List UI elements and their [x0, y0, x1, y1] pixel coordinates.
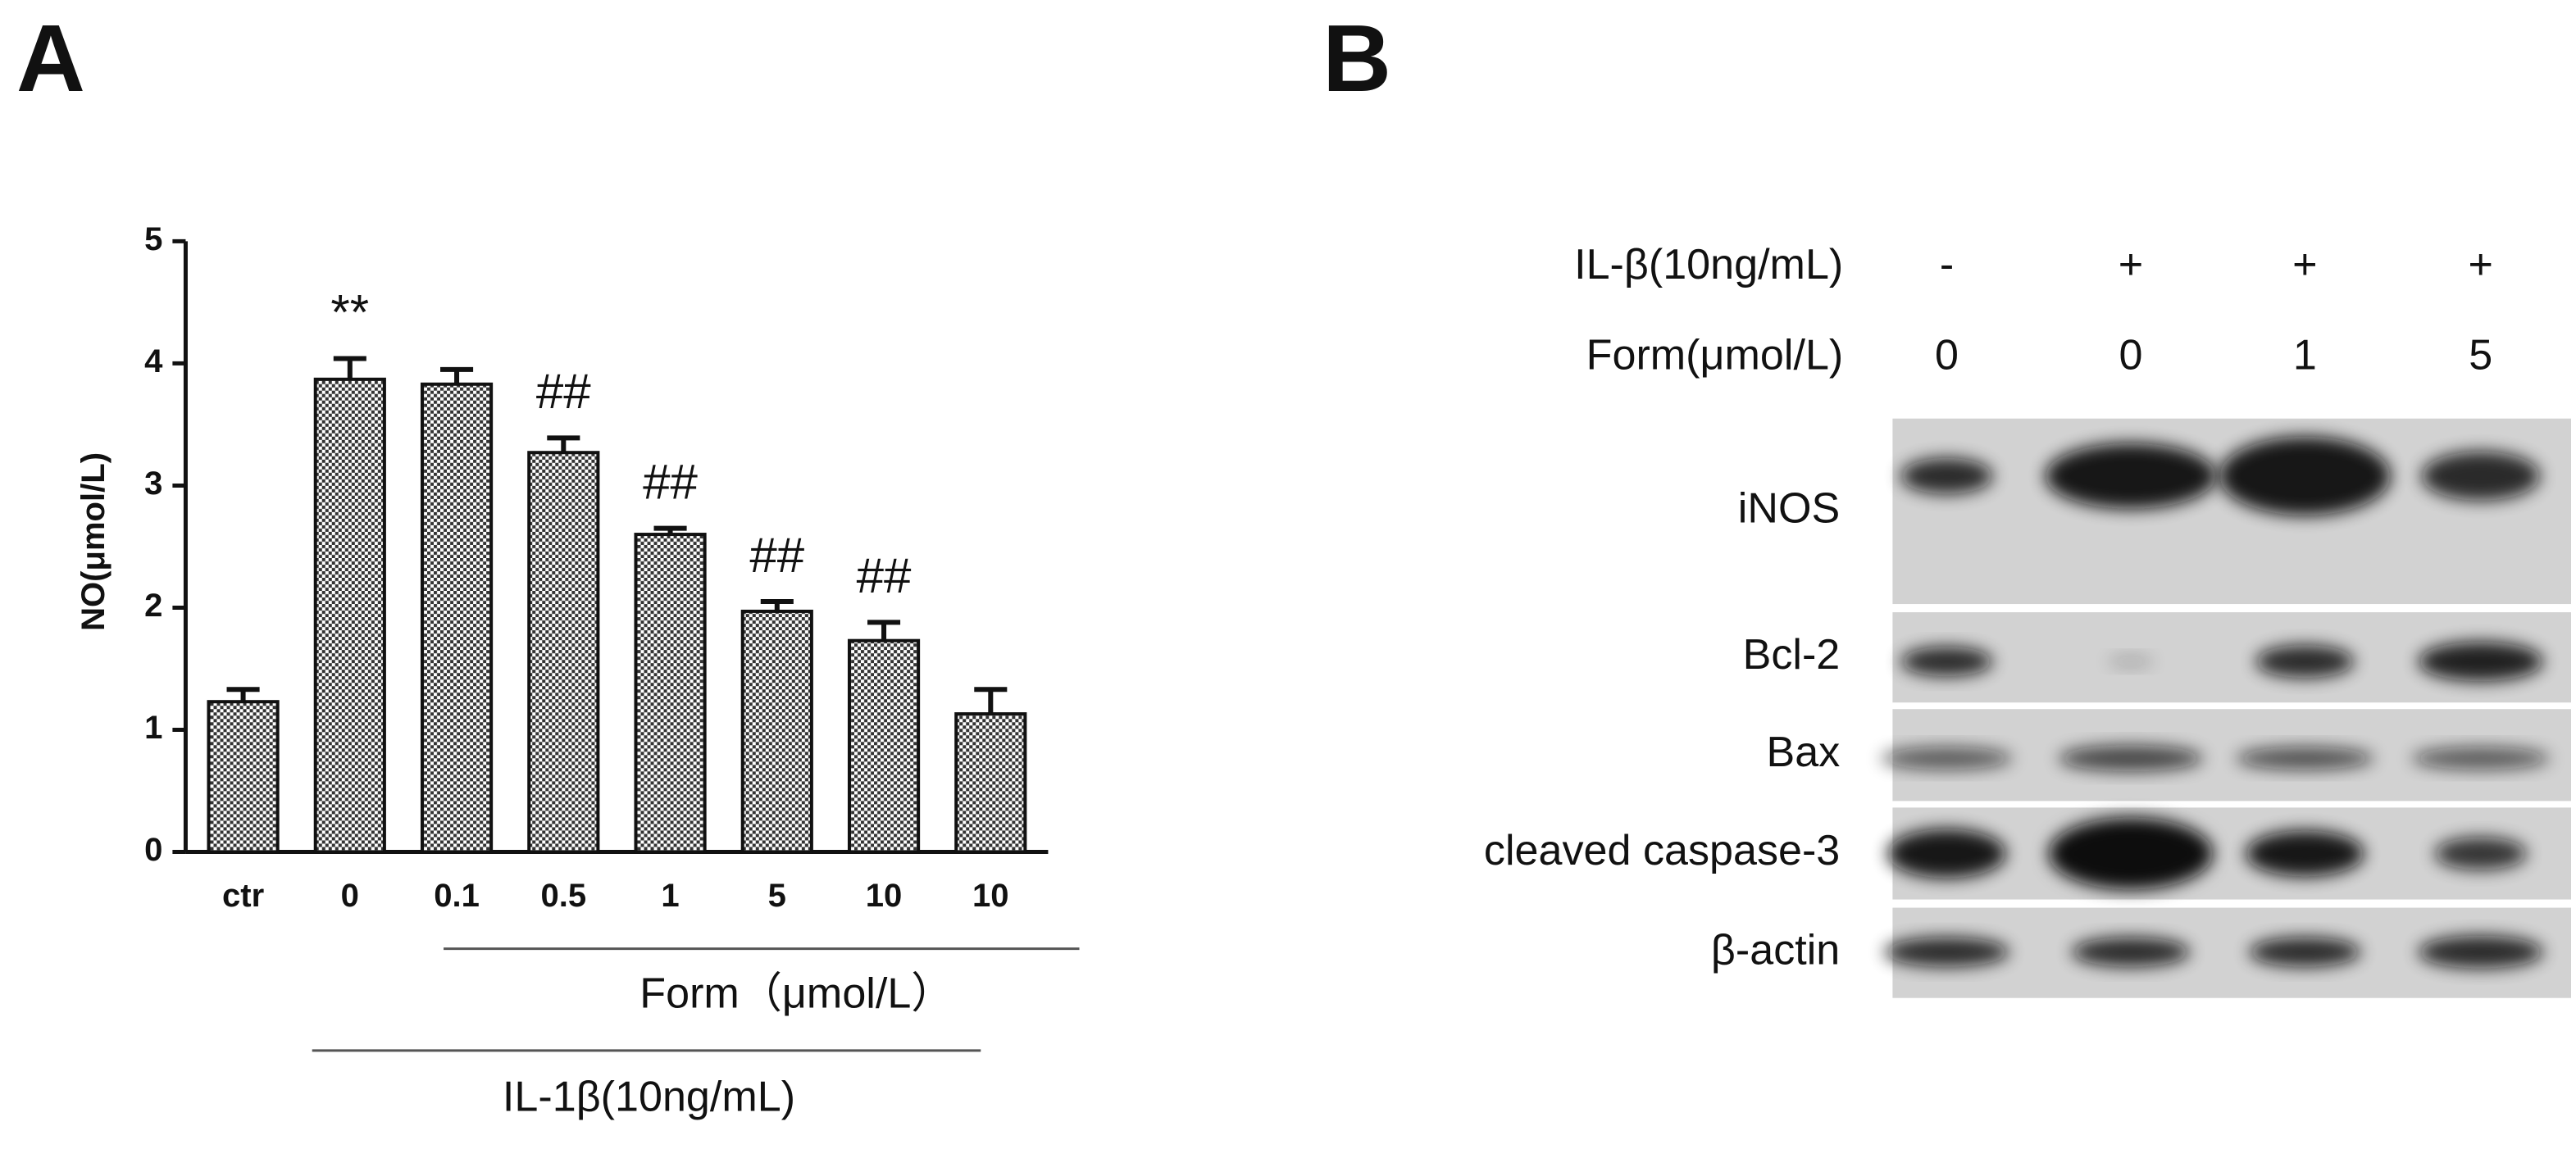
- significance-label: ##: [643, 454, 698, 509]
- significance-label: ##: [536, 364, 591, 419]
- x-tick-label: 10: [866, 878, 903, 914]
- blot-band: [2045, 443, 2217, 509]
- blot-band: [2107, 655, 2155, 669]
- bar: [207, 700, 280, 854]
- bar: [740, 609, 813, 854]
- blot-band: [2246, 830, 2364, 877]
- blot-band: [2418, 935, 2543, 969]
- condition-value: +: [2119, 241, 2143, 288]
- blot-band: [2236, 747, 2374, 770]
- error-bar: [867, 620, 901, 641]
- blot-band: [2048, 817, 2214, 890]
- x-tick-label: 10: [972, 878, 1009, 914]
- condition-value: 0: [1935, 331, 1959, 379]
- y-axis-label: NO(μmol/L): [75, 452, 112, 631]
- panel-label: B: [1322, 5, 1391, 111]
- band-label: iNOS: [1738, 485, 1840, 533]
- condition-value: +: [2469, 241, 2493, 288]
- blot-band: [1887, 829, 2006, 879]
- bar: [847, 638, 921, 854]
- error-bar: [226, 687, 260, 702]
- blot-band: [2071, 937, 2191, 967]
- band-label: cleaved caspase-3: [1484, 827, 1840, 874]
- error-bar: [653, 525, 687, 535]
- blot-band: [1881, 747, 2013, 770]
- error-bar: [333, 356, 366, 379]
- band-label: β-actin: [1711, 926, 1840, 974]
- condition-value: -: [1940, 241, 1954, 288]
- significance-label: **: [330, 284, 369, 339]
- panel-label: A: [16, 5, 85, 111]
- bar: [313, 377, 386, 854]
- error-bar: [440, 366, 474, 384]
- condition-value: +: [2292, 241, 2317, 288]
- x-tick-label: ctr: [222, 878, 264, 914]
- blot-band: [2255, 645, 2355, 679]
- condition-label: Form(μmol/L): [1586, 331, 1844, 379]
- y-tick-label: 2: [144, 588, 162, 624]
- y-tick-label: 4: [144, 343, 163, 379]
- blot-band: [1900, 457, 1993, 494]
- error-bar: [760, 599, 794, 611]
- blot-band: [2219, 436, 2391, 515]
- error-bar: [547, 435, 580, 453]
- bar: [954, 712, 1027, 854]
- blot-band: [2411, 747, 2550, 770]
- bar: [527, 451, 600, 854]
- blot-strip: [1892, 418, 2571, 605]
- x-tick-label: 1: [661, 878, 679, 914]
- bar: [634, 533, 707, 854]
- blot-band: [2434, 837, 2527, 870]
- blot-band: [2421, 451, 2540, 501]
- band-label: Bcl-2: [1743, 631, 1841, 679]
- blot-band: [2058, 745, 2204, 772]
- condition-label: IL-β(10ng/mL): [1574, 241, 1843, 288]
- y-tick-label: 5: [144, 221, 162, 257]
- significance-label: ##: [749, 528, 804, 583]
- group-label: IL-1β(10ng/mL): [503, 1074, 795, 1121]
- blot-band: [2418, 642, 2543, 682]
- blot-band: [2249, 937, 2361, 967]
- x-tick-label: 5: [768, 878, 786, 914]
- x-tick-label: 0: [341, 878, 359, 914]
- condition-value: 0: [2119, 331, 2142, 379]
- band-label: Bax: [1767, 729, 1841, 776]
- blot-band: [1884, 937, 2009, 967]
- condition-value: 1: [2293, 331, 2317, 379]
- group-label: Form（μmol/L）: [639, 970, 953, 1017]
- y-tick-label: 0: [144, 832, 162, 868]
- significance-label: ##: [857, 548, 912, 603]
- y-tick-label: 1: [144, 710, 162, 746]
- blot-band: [1900, 647, 1993, 677]
- condition-value: 5: [2469, 331, 2492, 379]
- x-tick-label: 0.1: [434, 878, 480, 914]
- y-tick-label: 3: [144, 466, 162, 502]
- x-tick-label: 0.5: [540, 878, 586, 914]
- error-bar: [974, 687, 1008, 715]
- bar: [420, 382, 494, 854]
